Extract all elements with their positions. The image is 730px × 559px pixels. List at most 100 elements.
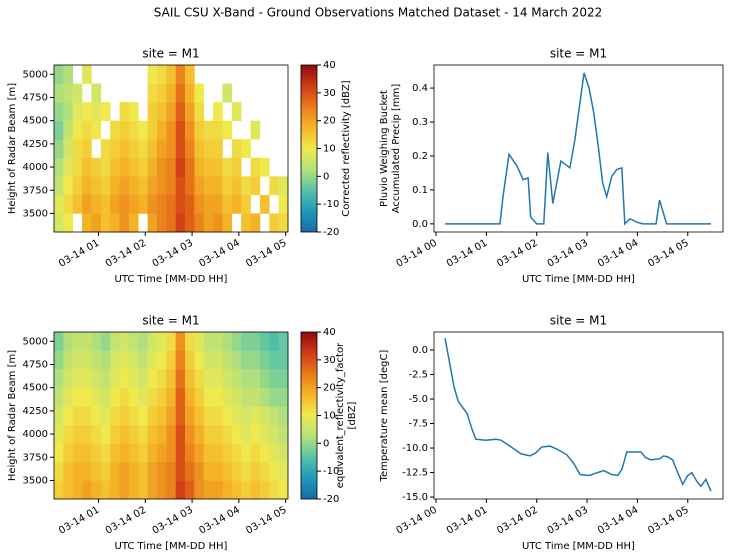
heatmap-cell: [110, 461, 120, 481]
heatmap-cell: [278, 424, 289, 444]
x-tick-label: 03-14 02: [104, 505, 148, 537]
heatmap-cell: [269, 176, 279, 196]
heatmap-cell: [203, 443, 214, 463]
subplot-title: site = M1: [142, 47, 199, 61]
heatmap-cell: [147, 480, 158, 500]
heatmap-cell: [269, 406, 279, 426]
heatmap-cell: [128, 120, 139, 140]
heatmap-cell: [185, 120, 195, 140]
heatmap-cell: [138, 387, 148, 407]
heatmap-cell: [241, 461, 251, 481]
heatmap-cell: [175, 83, 186, 103]
heatmap-cell: [241, 194, 251, 214]
heatmap-cell: [147, 120, 158, 140]
heatmap-cell: [91, 83, 102, 103]
heatmap-cell: [222, 369, 233, 388]
heatmap-cell: [203, 139, 214, 159]
heatmap-cell: [156, 424, 167, 444]
heatmap-cell: [259, 387, 270, 407]
heatmap-cell: [82, 120, 92, 140]
y-tick-label: 4500: [23, 383, 48, 394]
heatmap-cell: [110, 406, 120, 426]
heatmap-cell: [91, 213, 102, 233]
x-tick-label: 03-14 01: [57, 505, 101, 537]
heatmap-cell: [185, 194, 195, 214]
y-tick-label: -5.0: [408, 394, 428, 405]
heatmap-cell: [128, 369, 139, 388]
heatmap-cell: [100, 194, 111, 214]
heatmap-cell: [259, 369, 270, 388]
y-tick-label: 4000: [23, 429, 48, 440]
heatmap-cell: [82, 369, 92, 388]
y-tick-label: -12.5: [402, 468, 428, 479]
heatmap-cell: [128, 443, 139, 463]
heatmap-cell: [156, 176, 167, 196]
heatmap-cell: [82, 406, 92, 426]
y-tick-label: 4750: [23, 359, 48, 370]
heatmap-cell: [156, 65, 167, 84]
heatmap-cell: [156, 387, 167, 407]
heatmap-cell: [82, 102, 92, 121]
colorbar-tick-label: 20: [323, 116, 336, 127]
heatmap-cell: [222, 332, 233, 351]
heatmap-cell: [100, 443, 111, 463]
x-axis-label: UTC Time [MM-DD HH]: [115, 274, 228, 285]
heatmap-cell: [156, 194, 167, 214]
colorbar-tick-label: 0: [323, 438, 329, 449]
heatmap-cell: [175, 120, 186, 140]
heatmap-cell: [138, 194, 148, 214]
heatmap-cell: [203, 120, 214, 140]
heatmap-cell: [156, 120, 167, 140]
colorbar-tick-label: -10: [323, 466, 339, 477]
heatmap-cell: [194, 139, 205, 159]
heatmap-cell: [231, 443, 242, 463]
heatmap-cell: [222, 387, 233, 407]
x-tick-label: 03-14 00: [395, 238, 439, 270]
axes-frame: [53, 331, 289, 500]
heatmap-cell: [222, 424, 233, 444]
heatmap-cell: [194, 369, 205, 388]
y-tick-label: 4500: [23, 116, 48, 127]
heatmap-cell: [156, 369, 167, 388]
heatmap-cell: [194, 461, 205, 481]
heatmap-cell: [82, 350, 92, 370]
heatmap-cell: [110, 369, 120, 388]
heatmap-cell: [91, 443, 102, 463]
axes-frame: [53, 64, 289, 233]
heatmap-cell: [175, 387, 186, 407]
heatmap-cell: [259, 157, 270, 177]
x-tick-label: 03-14 05: [244, 505, 288, 537]
heatmap-cell: [166, 406, 176, 426]
heatmap-cell: [63, 157, 74, 177]
heatmap-cell: [147, 443, 158, 463]
heatmap-cell: [222, 213, 233, 233]
colorbar-tick-label: 0: [323, 171, 329, 182]
heatmap-cell: [213, 369, 223, 388]
heatmap-cell: [185, 443, 195, 463]
heatmap-cell: [147, 65, 158, 84]
y-tick-label: 3500: [23, 475, 48, 486]
axes-frame: [433, 64, 724, 233]
x-tick-label: 03-14 01: [445, 238, 489, 270]
heatmap-cell: [119, 387, 130, 407]
heatmap-cell: [241, 369, 251, 388]
x-tick-label: 03-14 02: [495, 238, 539, 270]
heatmap-cell: [213, 102, 223, 121]
y-tick-label: 3500: [23, 208, 48, 219]
heatmap-cell: [194, 176, 205, 196]
y-tick-label: 5000: [23, 336, 48, 347]
x-axis-label: UTC Time [MM-DD HH]: [115, 541, 228, 552]
heatmap-cell: [128, 480, 139, 500]
heatmap-cell: [231, 176, 242, 196]
heatmap-cell: [166, 461, 176, 481]
x-tick-label: 03-14 03: [546, 505, 590, 537]
heatmap-cell: [138, 176, 148, 196]
x-tick-label: 03-14 05: [646, 238, 690, 270]
heatmap-cell: [63, 461, 74, 481]
heatmap-cell: [119, 443, 130, 463]
heatmap-cell: [185, 480, 195, 500]
heatmap-cell: [241, 213, 251, 233]
heatmap-cell: [231, 369, 242, 388]
heatmap-cell: [185, 406, 195, 426]
